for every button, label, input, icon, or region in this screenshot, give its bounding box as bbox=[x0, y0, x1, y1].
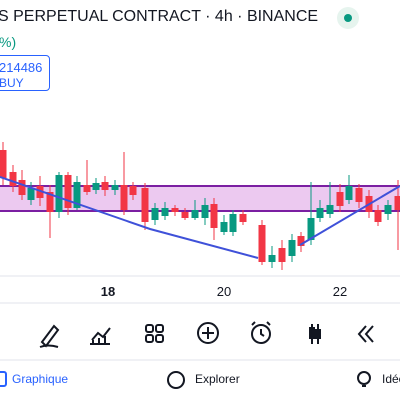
change-text: %) bbox=[0, 34, 17, 50]
nav-icon[interactable] bbox=[0, 371, 7, 387]
symbol-title: S PERPETUAL CONTRACT · 4h · BINANCE bbox=[0, 8, 319, 25]
candle-body bbox=[384, 205, 392, 214]
candle-body bbox=[46, 192, 54, 212]
draw-tool[interactable] bbox=[39, 324, 60, 348]
candle-body bbox=[55, 175, 63, 212]
candle-body bbox=[355, 188, 363, 202]
candle-body bbox=[229, 214, 237, 232]
candle-body bbox=[336, 192, 344, 206]
candle-body bbox=[129, 186, 137, 195]
candle-body bbox=[316, 208, 324, 218]
nav-item[interactable]: Graphique bbox=[12, 372, 69, 386]
candle-body bbox=[307, 218, 315, 240]
layout-tool[interactable] bbox=[145, 324, 154, 333]
nav-icon[interactable] bbox=[357, 371, 371, 385]
candle-body bbox=[27, 188, 35, 200]
candle-body bbox=[171, 208, 179, 212]
candle-body bbox=[101, 182, 109, 190]
trend-line bbox=[299, 185, 400, 246]
candle-body bbox=[151, 208, 159, 220]
candle-body bbox=[120, 185, 128, 210]
candle-body bbox=[161, 208, 169, 216]
candle-body bbox=[297, 236, 305, 246]
x-label: 18 bbox=[101, 284, 115, 299]
nav-item[interactable]: Explorer bbox=[195, 372, 240, 386]
order-side: BUY bbox=[0, 76, 24, 90]
candle-body bbox=[0, 150, 7, 178]
candle-body bbox=[73, 182, 81, 208]
alert-tool[interactable] bbox=[251, 324, 271, 344]
candle-body bbox=[111, 185, 119, 190]
candle-body bbox=[181, 212, 189, 218]
candle-body bbox=[18, 180, 26, 195]
candle-body bbox=[64, 175, 72, 208]
candle-body bbox=[201, 205, 209, 218]
add-tool[interactable] bbox=[197, 322, 219, 344]
toolbar bbox=[39, 321, 374, 348]
candles bbox=[0, 142, 400, 270]
candle-body bbox=[278, 248, 286, 262]
candle-body bbox=[288, 240, 296, 256]
indicators-tool[interactable] bbox=[90, 327, 111, 345]
trend-line bbox=[0, 176, 259, 259]
nav-icon[interactable] bbox=[167, 371, 185, 389]
candle-body bbox=[9, 172, 17, 186]
candle-body bbox=[239, 214, 247, 222]
order-id: 214486 bbox=[0, 60, 43, 75]
candle-body bbox=[83, 185, 91, 192]
candle-body bbox=[258, 225, 266, 262]
candle-body bbox=[36, 186, 44, 198]
x-label: 20 bbox=[217, 284, 231, 299]
nav-item[interactable]: Idée bbox=[382, 372, 400, 386]
candle-body bbox=[220, 222, 228, 232]
candle-body bbox=[345, 186, 353, 200]
candle-body bbox=[141, 188, 149, 222]
candle-body bbox=[210, 204, 218, 228]
status-dot[interactable] bbox=[337, 7, 359, 29]
candle-body bbox=[191, 210, 199, 218]
candle-body bbox=[92, 183, 100, 190]
candle-body bbox=[326, 205, 334, 214]
candle-body bbox=[394, 196, 400, 210]
order-box[interactable]: 214486 BUY bbox=[0, 55, 50, 91]
nav-icon bbox=[172, 376, 180, 384]
x-label: 22 bbox=[333, 284, 347, 299]
replay-tool[interactable] bbox=[357, 325, 374, 343]
candle-body bbox=[374, 210, 382, 222]
candle-body bbox=[268, 255, 276, 262]
